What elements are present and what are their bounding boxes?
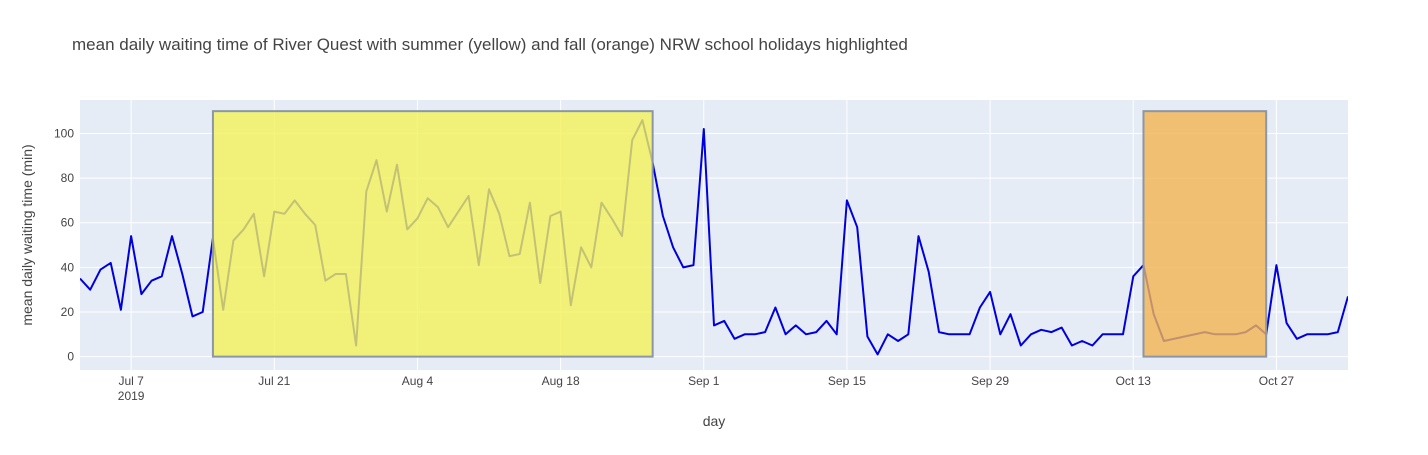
x-tick-label: Sep 29 bbox=[971, 374, 1009, 388]
x-tick-sublabel: 2019 bbox=[118, 389, 145, 403]
x-tick-label: Jul 21 bbox=[258, 374, 290, 388]
y-axis-title: mean daily waiting time (min) bbox=[19, 144, 35, 325]
x-tick-label: Oct 13 bbox=[1116, 374, 1152, 388]
y-tick-label: 80 bbox=[61, 171, 75, 185]
x-tick-label: Sep 15 bbox=[828, 374, 866, 388]
y-tick-label: 100 bbox=[54, 126, 74, 140]
fall-holiday-rect bbox=[1142, 110, 1268, 358]
x-tick-label: Jul 7 bbox=[118, 374, 144, 388]
chart-title: mean daily waiting time of River Quest w… bbox=[72, 35, 908, 54]
x-tick-label: Oct 27 bbox=[1259, 374, 1295, 388]
x-tick-label: Sep 1 bbox=[688, 374, 720, 388]
y-tick-label: 40 bbox=[61, 260, 75, 274]
x-axis-title: day bbox=[703, 413, 726, 429]
x-tick-label: Aug 18 bbox=[542, 374, 580, 388]
y-tick-labels: 0 20 40 60 80 100 bbox=[54, 126, 74, 363]
summer-holiday-rect bbox=[211, 110, 654, 358]
holiday-shapes bbox=[211, 110, 1268, 358]
y-tick-label: 60 bbox=[61, 216, 75, 230]
y-tick-label: 0 bbox=[67, 350, 74, 364]
x-tick-label: Aug 4 bbox=[402, 374, 434, 388]
y-tick-label: 20 bbox=[61, 305, 75, 319]
